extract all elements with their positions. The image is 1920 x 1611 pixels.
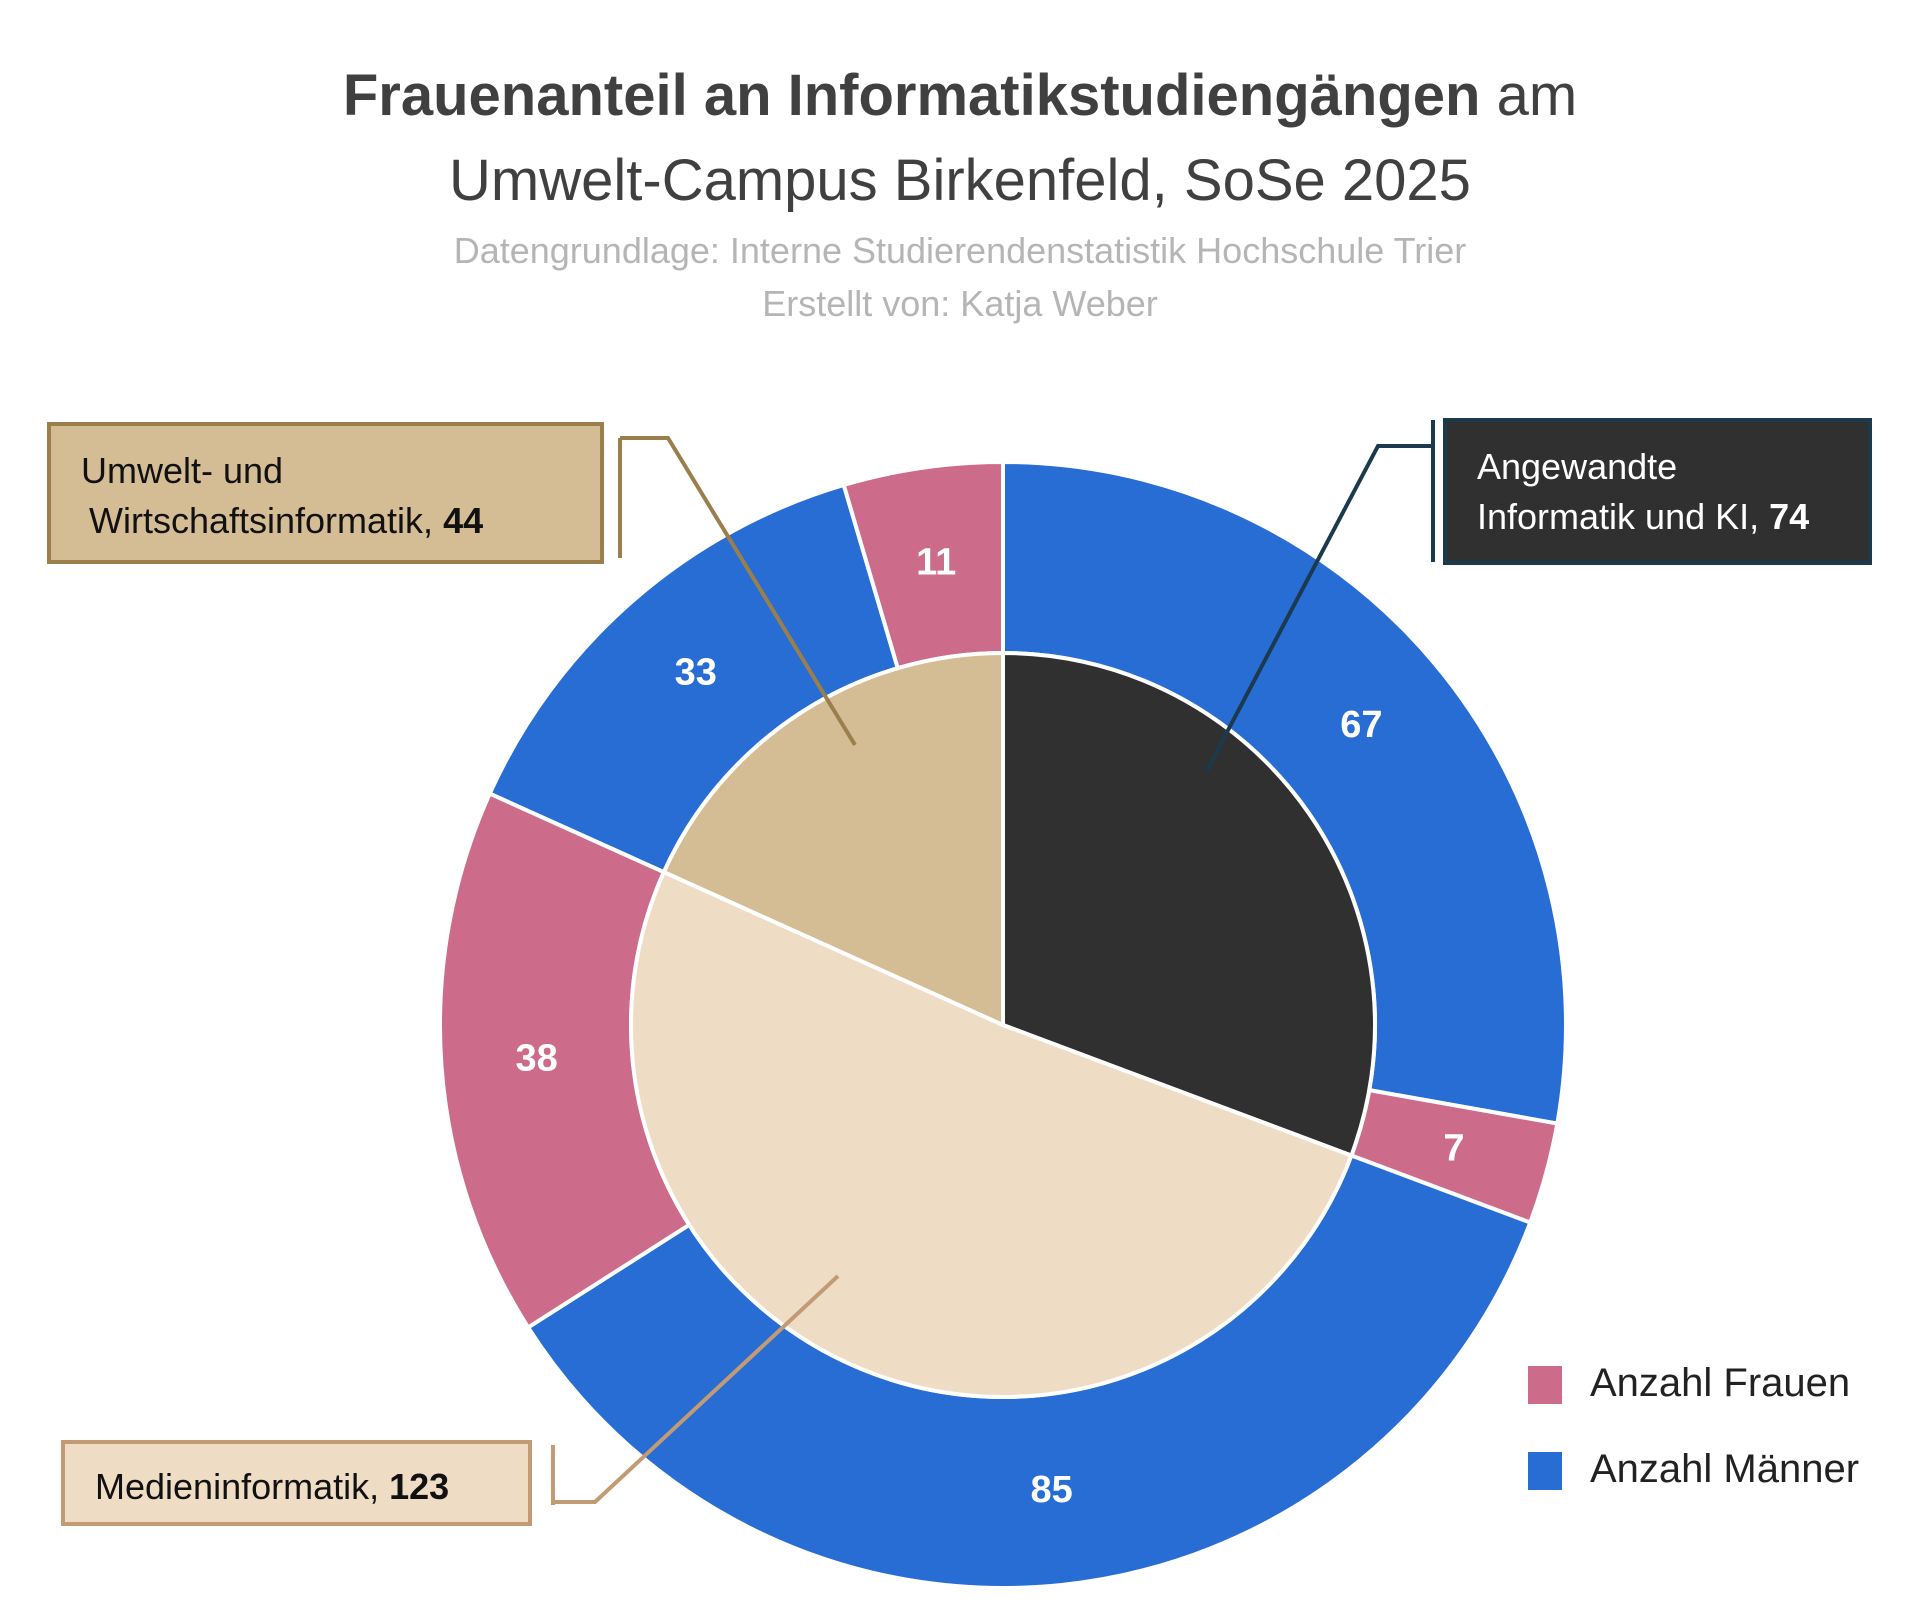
callout-umwelt-line1: Umwelt- und <box>81 450 284 491</box>
inner-slice-medieninformatik <box>628 869 1354 1399</box>
leader-lines <box>551 420 1435 1505</box>
data-label-angewandte-informatik-und-ki-anzahl-frauen: 7 <box>1443 1127 1464 1169</box>
callout-umwelt-value: 44 <box>443 500 484 541</box>
chart-title-rest: am <box>1496 63 1578 128</box>
data-label-umwelt-und-wirtschaftsinformatik-anzahl-frauen: 11 <box>916 541 956 583</box>
chart-author: Erstellt von: Katja Weber <box>762 283 1158 324</box>
inner-slice-angewandte-informatik-und-ki <box>1001 650 1377 1159</box>
leader-line-angewandte <box>1205 444 1433 771</box>
callout-angewandte-line1: Angewandte <box>1477 446 1678 487</box>
callout-umwelt-label: Wirtschaftsinformatik, <box>89 500 434 541</box>
callout-angewandte-value: 74 <box>1769 496 1810 537</box>
callout-umwelt-line2: Wirtschaftsinformatik, 44 <box>81 496 600 546</box>
callout-medien-value: 123 <box>389 1466 450 1507</box>
callout-angewandte-label: Informatik und KI, <box>1477 496 1760 537</box>
legend-swatch-maenner <box>1528 1452 1562 1490</box>
chart-title: Frauenanteil an Informatikstudiengängen … <box>0 58 1920 134</box>
leader-line-medien <box>553 1274 840 1504</box>
inner-slice-umwelt-und-wirtschaftsinformatik <box>661 650 1005 1029</box>
leader-line-umwelt <box>620 436 857 747</box>
data-label-umwelt-und-wirtschaftsinformatik-anzahl-maenner: 33 <box>675 652 717 694</box>
callout-umwelt: Umwelt- und Wirtschaftsinformatik, 44 <box>47 422 604 564</box>
legend-label-frauen: Anzahl Frauen <box>1590 1361 1851 1405</box>
data-label-medieninformatik-anzahl-maenner: 85 <box>1031 1469 1073 1511</box>
data-label-angewandte-informatik-und-ki-anzahl-maenner: 67 <box>1340 704 1382 746</box>
callout-angewandte: Angewandte Informatik und KI, 74 <box>1443 418 1872 565</box>
callout-medien-label: Medieninformatik, <box>95 1466 380 1507</box>
chart-source: Datengrundlage: Interne Studierendenstat… <box>453 230 1467 271</box>
callout-medien: Medieninformatik, 123 <box>61 1440 532 1526</box>
chart-title-line2: Umwelt-Campus Birkenfeld, SoSe 2025 <box>449 148 1471 213</box>
callout-angewandte-line2: Informatik und KI, 74 <box>1477 492 1868 542</box>
data-label-medieninformatik-anzahl-frauen: 38 <box>516 1037 558 1079</box>
legend-swatch-frauen <box>1528 1366 1562 1404</box>
chart-title-bold: Frauenanteil an Informatikstudiengängen <box>342 63 1481 128</box>
legend-label-maenner: Anzahl Männer <box>1590 1447 1860 1491</box>
